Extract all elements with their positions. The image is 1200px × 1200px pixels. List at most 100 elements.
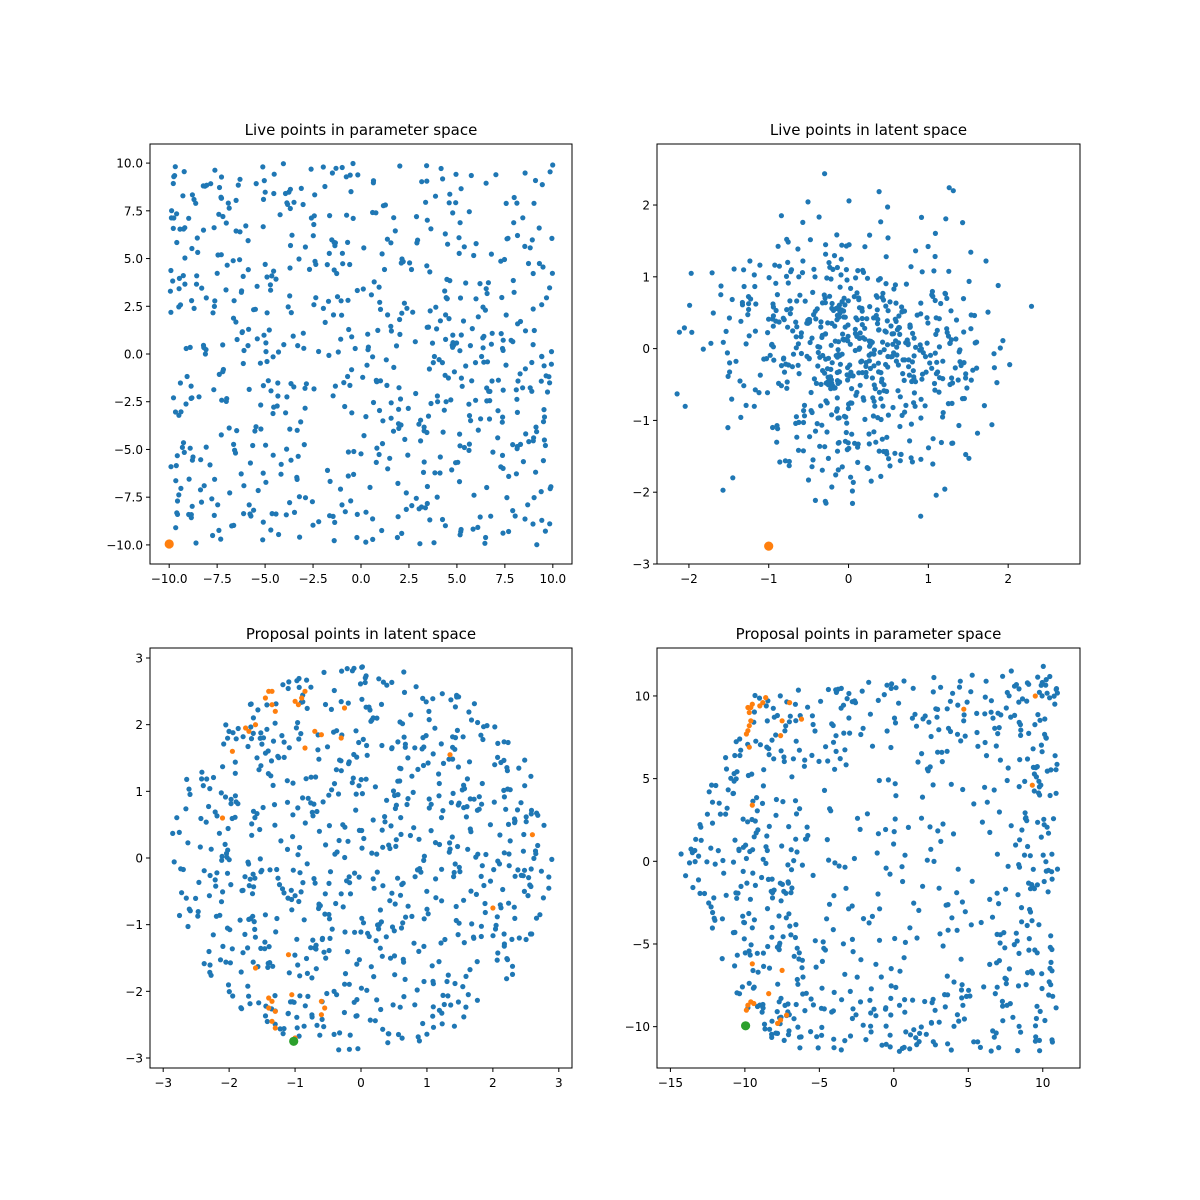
scatter-point [225, 200, 231, 206]
scatter-point [988, 1048, 994, 1054]
scatter-point [479, 863, 485, 869]
scatter-point [310, 937, 316, 943]
scatter-point [521, 867, 528, 873]
scatter-point [518, 872, 524, 879]
scatter-point [321, 949, 327, 955]
axes-frame [656, 647, 1081, 1069]
scatter-point [170, 225, 176, 231]
scatter-point [541, 414, 548, 420]
y-tick-label: −5.0 [114, 443, 143, 457]
scatter-point [1017, 757, 1023, 763]
scatter-point [229, 523, 235, 529]
scatter-point [463, 280, 469, 286]
scatter-point [370, 817, 376, 823]
scatter-point [897, 394, 903, 400]
scatter-point [896, 325, 902, 331]
scatter-point [926, 719, 932, 725]
scatter-point [774, 1009, 780, 1015]
scatter-point [408, 266, 415, 273]
scatter-point [349, 410, 355, 416]
scatter-point [426, 717, 432, 723]
scatter-point [1029, 918, 1035, 924]
scatter-point [329, 926, 335, 932]
scatter-point [902, 357, 908, 363]
scatter-point [994, 380, 1000, 386]
scatter-point [952, 365, 958, 371]
scatter-point [956, 1018, 962, 1024]
scatter-point [786, 719, 793, 725]
scatter-point [421, 857, 427, 864]
scatter-point [841, 730, 847, 736]
scatter-point [906, 364, 912, 370]
scatter-point [387, 955, 394, 961]
scatter-point [841, 413, 848, 419]
scatter-point [843, 429, 849, 436]
scatter-point [781, 317, 787, 323]
scatter-point [750, 967, 756, 974]
scatter-point [962, 733, 968, 739]
scatter-point [335, 349, 341, 355]
scatter-point [838, 705, 844, 711]
scatter-point [881, 692, 887, 698]
scatter-point [963, 371, 969, 377]
scatter-point [421, 978, 427, 985]
scatter-point [925, 320, 931, 326]
scatter-point [424, 217, 430, 223]
scatter-point [392, 901, 398, 907]
scatter-point [413, 214, 420, 220]
scatter-point [936, 1019, 942, 1025]
scatter-point [983, 753, 990, 759]
scatter-point [463, 363, 469, 369]
scatter-point [351, 471, 357, 477]
scatter-point [199, 285, 205, 291]
scatter-point [795, 687, 802, 693]
scatter-point [763, 356, 770, 362]
y-tick-label: 0 [642, 855, 650, 869]
scatter-point [451, 874, 457, 880]
scatter-point [982, 784, 988, 790]
scatter-point [1054, 866, 1061, 872]
scatter-point [782, 728, 788, 734]
scatter-point [512, 873, 518, 879]
scatter-point [484, 398, 490, 404]
scatter-point [800, 258, 806, 264]
scatter-point [961, 712, 967, 718]
scatter-point [341, 380, 347, 386]
scatter-point [308, 166, 314, 172]
scatter-point [967, 993, 973, 999]
scatter-point [935, 828, 941, 834]
scatter-point [987, 896, 993, 903]
scatter-point [766, 275, 772, 281]
scatter-point [934, 359, 940, 365]
scatter-point [234, 336, 240, 343]
scatter-point [193, 281, 200, 287]
scatter-point [884, 388, 890, 394]
x-tick-label: 1 [423, 1076, 431, 1090]
scatter-point [860, 395, 866, 401]
scatter-point [859, 688, 865, 694]
scatter-point [884, 682, 890, 688]
scatter-point [285, 1011, 291, 1017]
scatter-point [730, 475, 736, 481]
scatter-point [540, 895, 547, 901]
scatter-point [245, 267, 251, 273]
scatter-point [953, 336, 959, 342]
scatter-point [400, 259, 406, 265]
scatter-point [294, 1025, 300, 1031]
scatter-point [484, 484, 490, 491]
scatter-point [286, 679, 292, 685]
scatter-point [891, 829, 897, 835]
scatter-point [491, 799, 497, 805]
scatter-point [737, 378, 743, 384]
scatter-point [227, 960, 233, 966]
scatter-point [214, 870, 220, 876]
scatter-point [928, 1019, 935, 1026]
scatter-point [1047, 944, 1053, 950]
scatter-point [796, 950, 802, 956]
scatter-point [910, 330, 916, 336]
scatter-point [809, 335, 815, 341]
scatter-point [484, 290, 490, 297]
scatter-point [450, 744, 456, 750]
scatter-point [324, 467, 331, 473]
scatter-point [1016, 699, 1022, 705]
